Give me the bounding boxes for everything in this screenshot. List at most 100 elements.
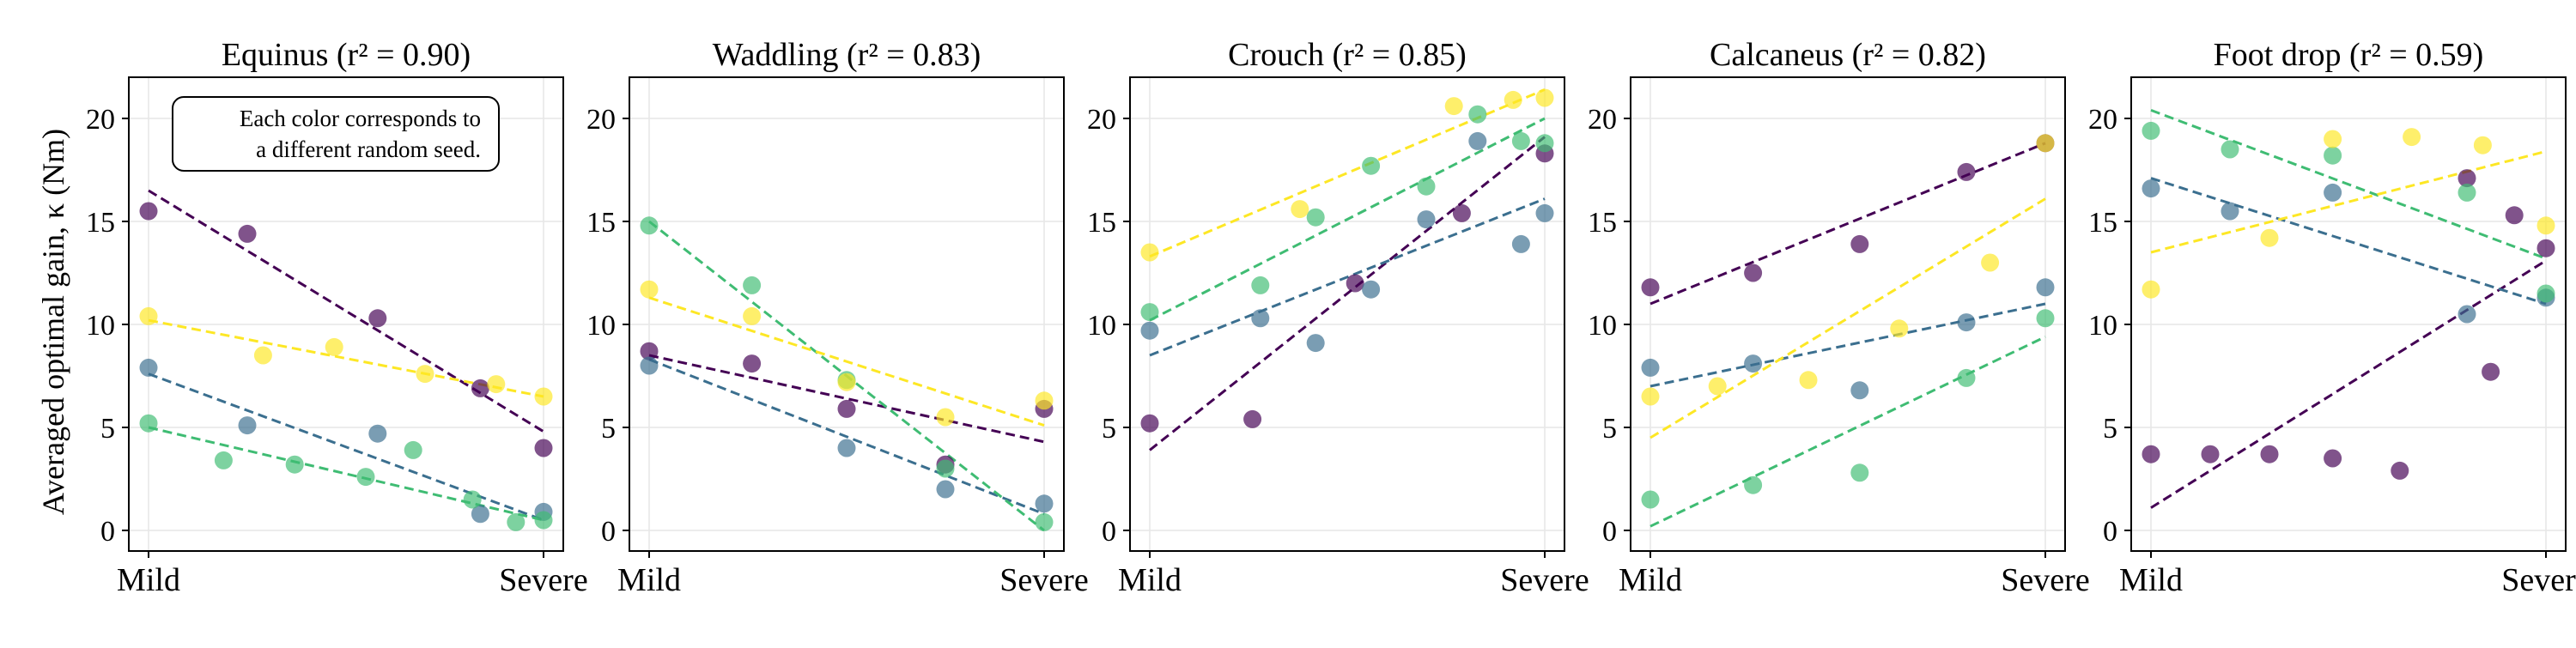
data-point-blue bbox=[1468, 131, 1487, 150]
panel-title: Foot drop (r² = 0.59) bbox=[2214, 37, 2484, 73]
data-point-purple bbox=[238, 224, 257, 243]
fit-line-yellow bbox=[648, 296, 1045, 427]
data-point-blue bbox=[1744, 354, 1763, 373]
y-tick-label: 0 bbox=[601, 516, 616, 548]
data-point-green bbox=[1641, 490, 1660, 509]
data-point-yellow bbox=[534, 387, 553, 406]
data-point-purple bbox=[1243, 409, 1262, 428]
x-tick-label: Severe bbox=[2501, 562, 2576, 598]
y-tick-label: 10 bbox=[1588, 310, 1617, 342]
data-point-purple bbox=[2505, 206, 2524, 225]
y-tick-label: 10 bbox=[2088, 310, 2117, 342]
data-point-purple bbox=[534, 439, 553, 457]
data-point-yellow bbox=[487, 375, 506, 394]
data-point-purple bbox=[2324, 449, 2342, 468]
data-point-blue bbox=[1035, 494, 1054, 513]
annotation-line-1: Each color corresponds to bbox=[239, 106, 481, 131]
data-point-blue bbox=[368, 424, 387, 443]
data-point-purple bbox=[1744, 263, 1763, 282]
panel-1: 0 5 10 15 20 Mild Severe Equinus (r² = 0.90) bbox=[86, 37, 588, 598]
data-point-green bbox=[2324, 146, 2342, 165]
fit-line-green bbox=[1149, 117, 1546, 322]
x-tick-label: Severe bbox=[1500, 562, 1589, 598]
data-point-purple bbox=[2482, 362, 2500, 381]
x-tick-label: Mild bbox=[117, 562, 180, 598]
data-point-blue bbox=[936, 480, 955, 499]
data-point-yellow bbox=[936, 408, 955, 427]
y-tick-label: 15 bbox=[1588, 207, 1617, 239]
y-tick-label: 0 bbox=[1102, 516, 1116, 548]
data-point-green bbox=[1957, 368, 1976, 387]
data-point-blue bbox=[640, 356, 659, 375]
fit-line-blue bbox=[1649, 302, 2046, 388]
y-tick-label: 20 bbox=[86, 104, 115, 136]
data-point-blue bbox=[139, 358, 158, 377]
y-tick-label: 20 bbox=[586, 104, 616, 136]
x-tick-label: Mild bbox=[617, 562, 681, 598]
x-tick-label: Severe bbox=[999, 562, 1088, 598]
data-point-purple bbox=[837, 399, 856, 418]
y-tick-label: 10 bbox=[586, 310, 616, 342]
data-point-purple bbox=[1452, 203, 1471, 222]
data-point-yellow bbox=[2260, 228, 2279, 247]
data-point-yellow bbox=[1291, 200, 1309, 219]
data-point-purple bbox=[1850, 234, 1869, 253]
data-point-purple bbox=[2537, 239, 2555, 257]
y-tick-label: 20 bbox=[1087, 104, 1116, 136]
data-point-yellow bbox=[1504, 90, 1522, 109]
data-point-green bbox=[214, 451, 233, 469]
data-point-yellow bbox=[1641, 387, 1660, 406]
data-point-yellow bbox=[837, 372, 856, 391]
data-point-blue bbox=[837, 439, 856, 457]
fit-line-green bbox=[1649, 336, 2046, 528]
y-tick-label: 10 bbox=[86, 310, 115, 342]
data-point-blue bbox=[2142, 179, 2160, 198]
fit-line-purple bbox=[1149, 136, 1546, 451]
data-point-blue bbox=[1140, 321, 1159, 340]
data-point-purple bbox=[640, 342, 659, 360]
data-point-yellow bbox=[2403, 128, 2421, 147]
data-point-yellow bbox=[2537, 216, 2555, 235]
data-point-yellow bbox=[139, 306, 158, 325]
fit-line-yellow bbox=[2150, 149, 2547, 254]
data-point-blue bbox=[1641, 358, 1660, 377]
x-tick-label: Mild bbox=[1619, 562, 1682, 598]
data-point-yellow bbox=[2142, 280, 2160, 299]
data-point-green bbox=[2537, 284, 2555, 303]
y-tick-label: 20 bbox=[1588, 104, 1617, 136]
data-point-blue bbox=[2324, 183, 2342, 202]
plot-frame bbox=[128, 76, 564, 552]
data-point-blue bbox=[2458, 305, 2476, 324]
data-point-purple bbox=[1140, 414, 1159, 433]
data-point-green bbox=[1140, 303, 1159, 322]
data-point-green bbox=[139, 414, 158, 433]
data-point-blue bbox=[1251, 309, 1270, 328]
y-tick-label: 5 bbox=[601, 413, 616, 445]
y-tick-label: 15 bbox=[86, 207, 115, 239]
data-point-green bbox=[1535, 134, 1554, 153]
fit-line-blue bbox=[2150, 177, 2547, 306]
data-point-blue bbox=[1535, 203, 1554, 222]
panel-title: Crouch (r² = 0.85) bbox=[1228, 37, 1467, 73]
data-point-yellow bbox=[2036, 134, 2055, 153]
data-point-green bbox=[2458, 183, 2476, 202]
panel-title: Equinus (r² = 0.90) bbox=[222, 37, 471, 73]
data-point-blue bbox=[2221, 202, 2239, 221]
fit-line-green bbox=[2150, 108, 2547, 260]
plot-frame bbox=[2130, 76, 2567, 552]
data-point-yellow bbox=[640, 280, 659, 299]
data-point-blue bbox=[1362, 280, 1381, 299]
plot-frame bbox=[1129, 76, 1565, 552]
x-tick-label: Mild bbox=[1118, 562, 1182, 598]
data-point-blue bbox=[1511, 234, 1530, 253]
fit-line-purple bbox=[1649, 142, 2046, 306]
y-tick-label: 0 bbox=[2103, 516, 2117, 548]
data-point-blue bbox=[1417, 210, 1436, 229]
data-point-purple bbox=[139, 202, 158, 221]
data-point-purple bbox=[1641, 278, 1660, 297]
data-point-green bbox=[2036, 309, 2055, 328]
data-point-blue bbox=[1957, 313, 1976, 332]
data-point-green bbox=[1850, 463, 1869, 482]
data-point-green bbox=[507, 512, 526, 531]
